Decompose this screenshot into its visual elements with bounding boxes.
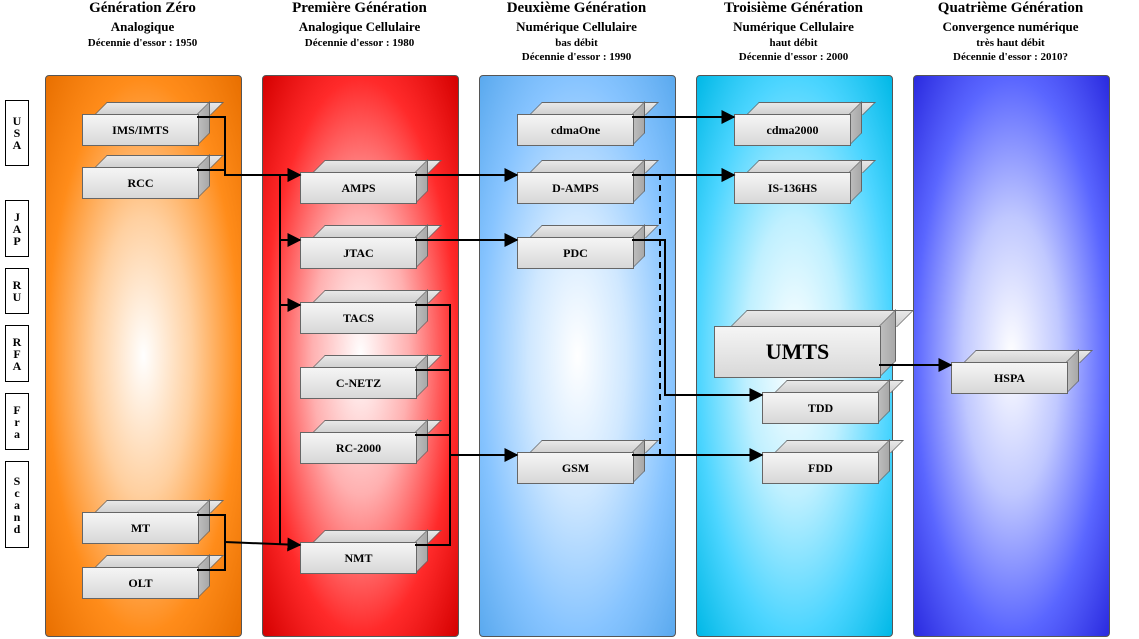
block-tdd: TDD [762, 380, 889, 422]
header-decade: Décennie d'essor : 2000 [696, 51, 891, 63]
block-fdd: FDD [762, 440, 889, 482]
block-label-hspa: HSPA [951, 362, 1068, 394]
header-subtitle: Numérique Cellulaire [479, 19, 674, 35]
block-label-jtac: JTAC [300, 237, 417, 269]
block-label-mt: MT [82, 512, 199, 544]
header-decade: Décennie d'essor : 1990 [479, 51, 674, 63]
header-subtitle: Convergence numérique [913, 19, 1108, 35]
block-cnetz: C-NETZ [300, 355, 427, 397]
header-subtitle: Analogique [45, 19, 240, 35]
block-label-cdmaone: cdmaOne [517, 114, 634, 146]
header-c0: Génération Zéro Analogique Décennie d'esso… [45, 0, 240, 49]
r-usa: USA [5, 100, 29, 166]
block-umts: UMTS [714, 310, 895, 376]
block-jtac: JTAC [300, 225, 427, 267]
header-c3: Troisième Génération Numérique Cellulaire… [696, 0, 891, 63]
block-ims: IMS/IMTS [82, 102, 209, 144]
block-amps: AMPS [300, 160, 427, 202]
header-decade: Décennie d'essor : 1980 [262, 37, 457, 49]
header-c1: Première Génération Analogique Cellulaire… [262, 0, 457, 49]
block-hspa: HSPA [951, 350, 1078, 392]
r-rfa: RFA [5, 325, 29, 382]
header-decade: Décennie d'essor : 2010? [913, 51, 1108, 63]
block-label-nmt: NMT [300, 542, 417, 574]
block-label-umts: UMTS [714, 326, 881, 378]
block-label-amps: AMPS [300, 172, 417, 204]
block-label-gsm: GSM [517, 452, 634, 484]
header-subtitle: Analogique Cellulaire [262, 19, 457, 35]
r-fra: Fra [5, 393, 29, 450]
block-pdc: PDC [517, 225, 644, 267]
block-cdma2000: cdma2000 [734, 102, 861, 144]
header-c4: Quatrième Génération Convergence numériqu… [913, 0, 1108, 63]
header-title: Génération Zéro [45, 0, 240, 17]
r-ru: RU [5, 268, 29, 314]
block-label-rc2000: RC-2000 [300, 432, 417, 464]
header-sub2: bas débit [479, 37, 674, 49]
block-label-cnetz: C-NETZ [300, 367, 417, 399]
block-label-pdc: PDC [517, 237, 634, 269]
block-label-ims: IMS/IMTS [82, 114, 199, 146]
block-rcc: RCC [82, 155, 209, 197]
r-jap: JAP [5, 200, 29, 257]
r-scand: Scand [5, 461, 29, 548]
header-title: Troisième Génération [696, 0, 891, 17]
block-label-rcc: RCC [82, 167, 199, 199]
header-subtitle: Numérique Cellulaire [696, 19, 891, 35]
header-sub2: très haut débit [913, 37, 1108, 49]
block-is136: IS-136HS [734, 160, 861, 202]
header-title: Quatrième Génération [913, 0, 1108, 17]
block-gsm: GSM [517, 440, 644, 482]
block-tacs: TACS [300, 290, 427, 332]
block-olt: OLT [82, 555, 209, 597]
block-label-tdd: TDD [762, 392, 879, 424]
block-label-cdma2000: cdma2000 [734, 114, 851, 146]
header-sub2: haut débit [696, 37, 891, 49]
block-label-olt: OLT [82, 567, 199, 599]
block-label-damps: D-AMPS [517, 172, 634, 204]
block-nmt: NMT [300, 530, 427, 572]
header-title: Deuxième Génération [479, 0, 674, 17]
block-cdmaone: cdmaOne [517, 102, 644, 144]
diagram-stage: Génération Zéro Analogique Décennie d'esso… [0, 0, 1139, 639]
block-mt: MT [82, 500, 209, 542]
block-label-tacs: TACS [300, 302, 417, 334]
header-decade: Décennie d'essor : 1950 [45, 37, 240, 49]
header-title: Première Génération [262, 0, 457, 17]
block-label-is136: IS-136HS [734, 172, 851, 204]
block-damps: D-AMPS [517, 160, 644, 202]
block-label-fdd: FDD [762, 452, 879, 484]
block-rc2000: RC-2000 [300, 420, 427, 462]
header-c2: Deuxième Génération Numérique Cellulaire b… [479, 0, 674, 63]
